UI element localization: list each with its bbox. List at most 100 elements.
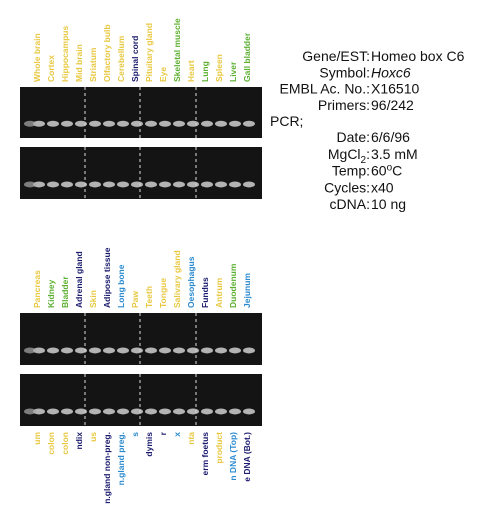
lane-label: Long bone (116, 264, 126, 308)
band (243, 347, 255, 354)
info-key: Temp: (332, 163, 370, 179)
band (47, 120, 59, 127)
lane-label: nta (186, 432, 196, 445)
info-key: Cycles: (324, 179, 370, 195)
info-key-part: Temp: (332, 163, 370, 179)
band (75, 120, 87, 127)
lane-label: ndix (74, 432, 84, 450)
info-value-part: Hoxc6 (371, 64, 411, 80)
lane-label: Paw (130, 291, 140, 308)
band (117, 181, 129, 188)
lane-label: s (130, 432, 140, 437)
info-value-part: 96/242 (371, 97, 414, 113)
band (33, 347, 45, 354)
band (131, 347, 143, 354)
band (103, 120, 115, 127)
lane-label: Bladder (60, 276, 70, 308)
lane-label: n DNA (Top) (228, 432, 238, 481)
band (173, 347, 185, 354)
band (215, 120, 227, 127)
band (24, 347, 36, 354)
lane-label: Skeletal muscle (172, 18, 182, 82)
band (89, 120, 101, 127)
info-value-part: C (392, 163, 402, 179)
band (215, 181, 227, 188)
band (24, 120, 36, 127)
info-key: cDNA: (330, 196, 370, 212)
info-key: Gene/EST: (302, 48, 370, 64)
lane-label: Tongue (158, 278, 168, 308)
lane-label: x (172, 432, 182, 437)
lane-label: Lung (200, 61, 210, 82)
lane-label: us (88, 432, 98, 442)
band (229, 408, 241, 415)
band (145, 347, 157, 354)
info-value: Hoxc6 (371, 64, 411, 80)
info-value-part: x40 (371, 179, 394, 195)
lane-label: Duodenum (228, 263, 238, 308)
info-key-part: Cycles: (324, 179, 370, 195)
lane-label: Mid brain (74, 44, 84, 82)
band (131, 120, 143, 127)
band (24, 408, 36, 415)
info-key: Symbol: (319, 64, 370, 80)
info-value-part: X16510 (371, 81, 419, 97)
band (24, 181, 36, 188)
lane-label: Liver (228, 61, 238, 82)
lane-label: Spleen (214, 54, 224, 82)
info-key-part: Primers: (318, 97, 370, 113)
lane-label: erm foetus (200, 432, 210, 476)
band (117, 347, 129, 354)
band (173, 120, 185, 127)
band (173, 181, 185, 188)
band (215, 408, 227, 415)
info-key-part: EMBL Ac. No.: (279, 81, 370, 97)
band (215, 347, 227, 354)
lane-label: Spinal cord (130, 36, 140, 82)
gel-image (20, 147, 262, 199)
info-key: Date: (337, 129, 370, 145)
lane-label: n.gland preg. (116, 432, 126, 485)
lane-label: dymis (144, 432, 154, 457)
band (131, 408, 143, 415)
band (75, 408, 87, 415)
info-value: 6/6/96 (371, 129, 410, 145)
band (243, 120, 255, 127)
info-key-part: Gene/EST: (302, 48, 370, 64)
info-key-part: : (366, 146, 370, 162)
info-value: X16510 (371, 81, 419, 97)
lane-label: r (158, 431, 168, 435)
band (103, 347, 115, 354)
band (159, 408, 171, 415)
band (75, 347, 87, 354)
lane-label: Heart (186, 60, 196, 82)
band (145, 181, 157, 188)
lane-label: Antrum (214, 277, 224, 308)
band (173, 408, 185, 415)
band (61, 181, 73, 188)
band (187, 408, 199, 415)
info-value-part: 6/6/96 (371, 129, 410, 145)
band (201, 181, 213, 188)
band (47, 347, 59, 354)
info-value-part: 3.5 mM (371, 146, 418, 162)
info-value: 96/242 (371, 97, 414, 113)
info-key-part: 2 (361, 155, 367, 166)
band (131, 181, 143, 188)
band (201, 408, 213, 415)
lane-label: Cortex (46, 55, 56, 82)
band (33, 408, 45, 415)
band (103, 181, 115, 188)
lane-label: colon (46, 432, 56, 455)
band (187, 347, 199, 354)
band (117, 408, 129, 415)
band (201, 120, 213, 127)
band (229, 120, 241, 127)
info-key: EMBL Ac. No.: (279, 81, 370, 97)
info-value-part: 10 ng (371, 196, 406, 212)
lane-label: Pancreas (32, 270, 42, 308)
lane-label: Adipose tissue (102, 247, 112, 308)
info-value: 3.5 mM (371, 146, 418, 162)
info-key: MgCl2: (328, 146, 370, 166)
